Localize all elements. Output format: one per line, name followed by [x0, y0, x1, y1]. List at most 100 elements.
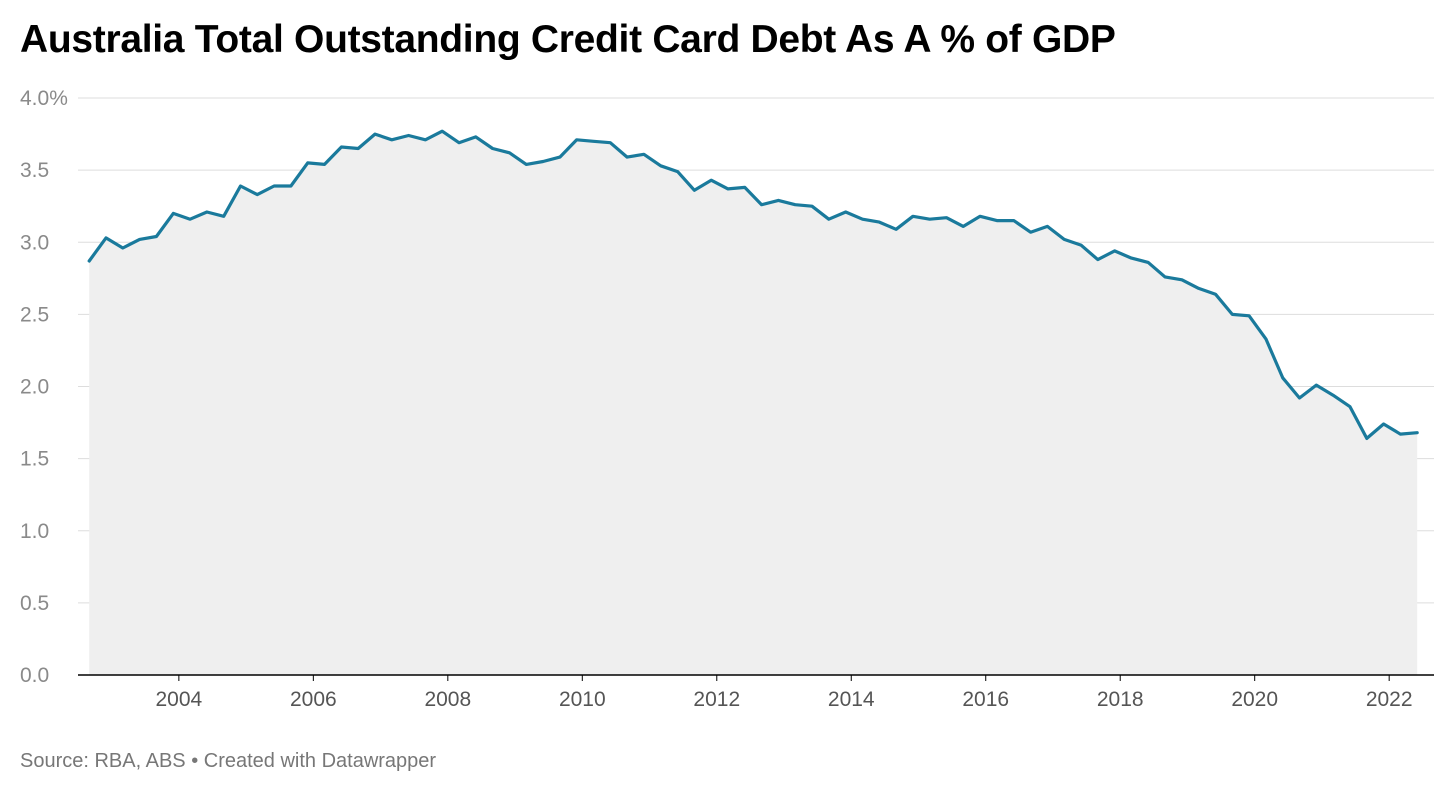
data-point [273, 185, 275, 187]
data-point [559, 156, 561, 158]
data-point [811, 205, 813, 207]
data-point [374, 133, 376, 135]
y-tick-label: 2.5 [20, 303, 49, 326]
data-point [710, 179, 712, 181]
x-tick-label: 2018 [1097, 688, 1144, 711]
y-tick-label: 4.0% [20, 87, 68, 110]
data-point [155, 236, 157, 237]
data-point [693, 189, 695, 191]
data-point [1332, 394, 1334, 396]
data-point [1416, 432, 1418, 434]
x-tick-label: 2012 [693, 688, 740, 711]
data-point [643, 153, 645, 155]
data-point [1399, 433, 1401, 435]
data-point [340, 146, 342, 148]
data-point [357, 148, 359, 149]
data-point [1231, 313, 1233, 315]
data-point [542, 161, 544, 162]
series-line-0 [87, 129, 1419, 440]
data-point [1097, 259, 1099, 261]
data-point [139, 238, 141, 240]
data-point [761, 204, 763, 206]
data-point [290, 185, 292, 187]
data-point [458, 142, 460, 144]
data-point [929, 218, 931, 220]
data-point [206, 211, 208, 213]
x-tick-label: 2004 [156, 688, 203, 711]
data-point [660, 165, 662, 167]
y-tick-label: 0.5 [20, 592, 49, 615]
data-point [777, 199, 779, 201]
y-tick-label: 0.0 [20, 664, 49, 687]
data-point [1265, 338, 1267, 340]
data-point [962, 225, 964, 227]
data-point [391, 139, 393, 141]
x-tick-label: 2010 [559, 688, 606, 711]
data-point [1164, 276, 1166, 278]
x-tick-label: 2008 [424, 688, 471, 711]
data-point [1013, 220, 1015, 222]
data-point [979, 215, 981, 217]
data-point [845, 211, 847, 213]
data-point [324, 163, 325, 165]
area-layer [89, 131, 1418, 675]
x-tick-label: 2006 [290, 688, 337, 711]
data-point [996, 220, 998, 222]
data-point [1282, 377, 1284, 379]
data-point [189, 218, 191, 220]
source-note: Source: RBA, ABS • Created with Datawrap… [20, 750, 437, 772]
y-tick-label: 1.5 [20, 448, 49, 471]
y-tick-label: 3.0 [20, 231, 49, 254]
data-point [1299, 397, 1300, 399]
data-point [912, 215, 914, 217]
y-tick-label: 2.0 [20, 376, 49, 399]
data-point [509, 152, 510, 154]
data-point [1349, 406, 1351, 408]
data-point [1030, 231, 1032, 233]
data-point [862, 218, 863, 220]
line-layer [87, 129, 1419, 440]
data-point [105, 237, 107, 239]
x-tick-label: 2022 [1366, 688, 1413, 711]
data-point [895, 228, 897, 230]
data-point [256, 194, 258, 196]
data-point [677, 171, 679, 173]
y-tick-label: 1.0 [20, 520, 49, 543]
data-point [525, 163, 527, 165]
data-point [1114, 250, 1116, 252]
data-point [492, 148, 494, 149]
data-point [593, 140, 594, 142]
chart-title: Australia Total Outstanding Credit Card … [20, 18, 1116, 61]
data-point [1215, 293, 1216, 295]
data-point [240, 185, 241, 187]
data-point [794, 204, 796, 206]
data-point [609, 142, 611, 144]
data-point [1046, 225, 1048, 227]
data-point [223, 215, 225, 217]
data-point [878, 221, 880, 223]
data-point [576, 139, 578, 141]
data-point [1147, 261, 1149, 263]
data-point [1181, 279, 1183, 281]
data-point [1383, 423, 1385, 425]
data-point [828, 218, 830, 220]
data-point [88, 260, 90, 262]
data-point [408, 135, 410, 136]
data-point [1130, 257, 1132, 259]
x-tick-label: 2020 [1231, 688, 1278, 711]
x-tick-label: 2016 [962, 688, 1009, 711]
data-point [1080, 244, 1082, 246]
axes: 0.0 0.5 1.0 1.5 2.0 2.5 3.0 3.5 4.0% 2004 2006 2008… [20, 87, 1434, 711]
data-point [307, 162, 309, 164]
data-point [946, 217, 947, 219]
data-point [475, 136, 477, 138]
data-point [1063, 238, 1065, 240]
data-point [626, 156, 628, 158]
series-area-0 [89, 131, 1418, 675]
data-point [1315, 384, 1317, 386]
x-tick-label: 2014 [828, 688, 875, 711]
data-point [122, 247, 124, 249]
data-point [1198, 287, 1200, 289]
data-point [441, 130, 443, 132]
